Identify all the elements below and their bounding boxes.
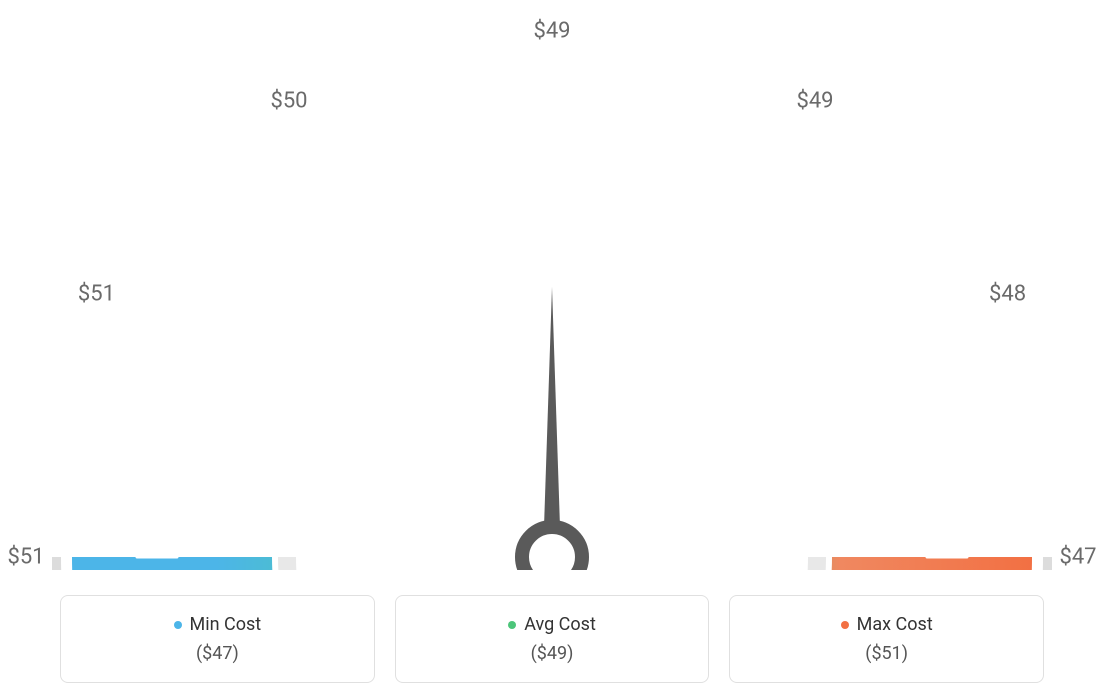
gauge-tick-label: $50 [270, 89, 307, 114]
legend-label-text: Min Cost [190, 614, 262, 635]
gauge-tick-label: $51 [7, 545, 44, 570]
legend-value-max: ($51) [750, 643, 1023, 664]
legend-label-max: Max Cost [750, 614, 1023, 635]
gauge-tick-label: $48 [989, 282, 1026, 307]
legend-row: Min Cost ($47) Avg Cost ($49) Max Cost (… [60, 595, 1044, 683]
gauge-tick-label: $49 [796, 89, 833, 114]
legend-value-avg: ($49) [416, 643, 689, 664]
legend-card-avg: Avg Cost ($49) [395, 595, 710, 683]
dot-icon [508, 621, 516, 629]
gauge-tick-label: $49 [533, 19, 570, 44]
legend-label-avg: Avg Cost [416, 614, 689, 635]
gauge-chart: $47$48$49$49$50$51$51 [52, 0, 1052, 570]
dot-icon [841, 621, 849, 629]
legend-value-min: ($47) [81, 643, 354, 664]
gauge-svg [52, 0, 1052, 570]
legend-card-min: Min Cost ($47) [60, 595, 375, 683]
legend-label-text: Avg Cost [524, 614, 596, 635]
legend-label-text: Max Cost [857, 614, 933, 635]
gauge-tick-label: $51 [78, 282, 115, 307]
legend-card-max: Max Cost ($51) [729, 595, 1044, 683]
gauge-tick-label: $47 [1059, 545, 1096, 570]
dot-icon [174, 621, 182, 629]
legend-label-min: Min Cost [81, 614, 354, 635]
